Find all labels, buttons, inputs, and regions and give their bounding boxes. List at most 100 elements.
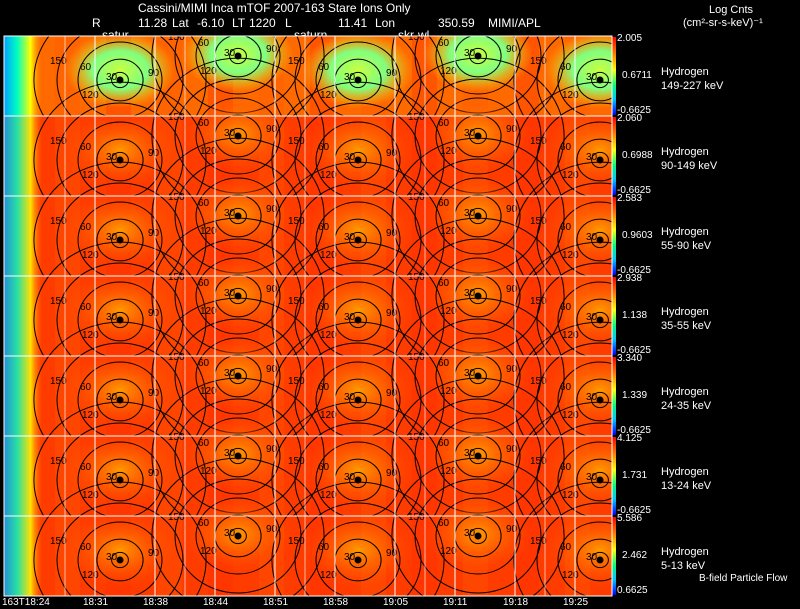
- time-axis-start-label: 163T18:24: [2, 597, 50, 608]
- contour-level-label: 90: [266, 524, 278, 535]
- contour-level-label: 150: [288, 216, 305, 227]
- band-species-label: Hydrogen: [661, 226, 709, 238]
- contour-level-label: 120: [200, 226, 217, 237]
- contour-level-label: 30: [464, 128, 476, 139]
- contour-level-label: 30: [464, 528, 476, 539]
- contour-line-90: [435, 337, 521, 415]
- contour-level-label: 30: [586, 472, 598, 483]
- contour-line-30: [469, 527, 487, 545]
- contour-line-90: [435, 177, 521, 255]
- band-energy-label: 5-13 keV: [661, 560, 706, 572]
- contour-level-label: 120: [82, 570, 99, 581]
- contour-level-label: 90: [386, 68, 398, 79]
- contour-level-label: 60: [318, 462, 330, 473]
- contour-line-90: [195, 97, 281, 175]
- contour-level-label: 150: [530, 216, 547, 227]
- contour-line-60: [96, 138, 144, 182]
- contour-level-label: 120: [320, 410, 337, 421]
- contour-line-120: [56, 502, 184, 596]
- contour-level-label: 150: [530, 376, 547, 387]
- contour-level-label: 60: [80, 62, 92, 73]
- contour-level-label: 30: [464, 48, 476, 59]
- contour-level-label: 60: [80, 222, 92, 233]
- contour-line-90: [435, 257, 521, 335]
- contour-level-label: 30: [344, 232, 356, 243]
- contour-line-30: [349, 551, 367, 569]
- contour-level-label: 150: [408, 112, 425, 123]
- colorbar-max-label: 4.125: [617, 433, 643, 444]
- contour-level-label: 30: [586, 312, 598, 323]
- time-tick-label: 18:51: [263, 597, 289, 608]
- footer-note: B-field Particle Flow: [699, 573, 788, 584]
- time-tick-label: 18:58: [323, 597, 349, 608]
- contour-line-90: [77, 521, 163, 596]
- contour-line-30: [111, 471, 129, 489]
- contour-line-30: [229, 367, 247, 385]
- contour-level-label: 120: [562, 90, 579, 101]
- contour-level-label: 120: [320, 170, 337, 181]
- contour-level-label: 60: [80, 462, 92, 473]
- intensity-spot: [545, 512, 612, 588]
- contour-level-label: 150: [408, 512, 425, 523]
- band-species-label: Hydrogen: [661, 386, 709, 398]
- contour-level-label: 30: [224, 528, 236, 539]
- contour-line-30: [229, 447, 247, 465]
- contour-level-label: 120: [82, 330, 99, 341]
- contour-level-label: 30: [344, 392, 356, 403]
- contour-level-label: 120: [82, 490, 99, 501]
- contour-line-30: [469, 47, 487, 65]
- contour-level-label: 90: [506, 444, 518, 455]
- contour-level-label: 30: [464, 208, 476, 219]
- colorbar-max-label: 2.060: [617, 113, 643, 124]
- contour-line-30: [229, 47, 247, 65]
- contour-level-label: 120: [440, 306, 457, 317]
- time-tick-label: 18:38: [143, 597, 169, 608]
- colorbar-min-label: -0.6625: [617, 425, 651, 436]
- contour-line-30: [111, 151, 129, 169]
- contour-level-label: 30: [344, 152, 356, 163]
- contour-level-label: 150: [50, 536, 67, 547]
- contour-level-label: 30: [224, 208, 236, 219]
- contour-level-label: 120: [82, 410, 99, 421]
- contour-line-60: [96, 458, 144, 502]
- contour-level-label: 30: [586, 552, 598, 563]
- contour-line-60: [96, 58, 144, 102]
- contour-level-label: 150: [530, 456, 547, 467]
- band-energy-label: 24-35 keV: [661, 400, 712, 412]
- lon-value: 350.59: [438, 16, 475, 30]
- contour-line-30: [591, 71, 609, 89]
- contour-level-label: 30: [586, 232, 598, 243]
- contour-level-label: 90: [506, 44, 518, 55]
- contour-level-label: 150: [288, 296, 305, 307]
- left-edge-gradient: [4, 116, 42, 196]
- left-edge-gradient: [4, 196, 42, 276]
- contour-line-120: [536, 502, 612, 596]
- contour-level-label: 30: [224, 288, 236, 299]
- colorbar-mid-label: 0.6988: [622, 150, 653, 161]
- contour-level-label: 90: [506, 284, 518, 295]
- colorbar-units: (cm²-sr-s-keV)⁻¹: [683, 17, 763, 29]
- contour-level-label: 150: [530, 56, 547, 67]
- contour-line-150: [33, 481, 207, 596]
- panel-0: 30 60 90 150 120 30 60 90 150 120 30 60 90 150 120 30 60…: [4, 32, 612, 159]
- contour-line-30: [469, 447, 487, 465]
- colorbar: [612, 517, 616, 595]
- contour-level-label: 150: [530, 136, 547, 147]
- contour-level-label: 60: [560, 142, 572, 153]
- time-tick-label: 19:18: [503, 597, 529, 608]
- contour-line-90: [195, 417, 281, 495]
- contour-level-label: 60: [560, 462, 572, 473]
- contour-level-label: 150: [288, 456, 305, 467]
- contour-level-label: 120: [440, 66, 457, 77]
- b-field-marker: [234, 532, 242, 540]
- r-value: 11.28: [138, 16, 168, 30]
- contour-level-label: 120: [200, 306, 217, 317]
- contour-level-label: 150: [168, 272, 185, 283]
- contour-level-label: 30: [224, 48, 236, 59]
- contour-level-label: 60: [318, 222, 330, 233]
- l-label: L: [285, 16, 292, 30]
- contour-level-label: 150: [168, 32, 185, 43]
- contour-level-label: 150: [50, 216, 67, 227]
- contour-level-label: 150: [168, 512, 185, 523]
- contour-level-label: 150: [50, 376, 67, 387]
